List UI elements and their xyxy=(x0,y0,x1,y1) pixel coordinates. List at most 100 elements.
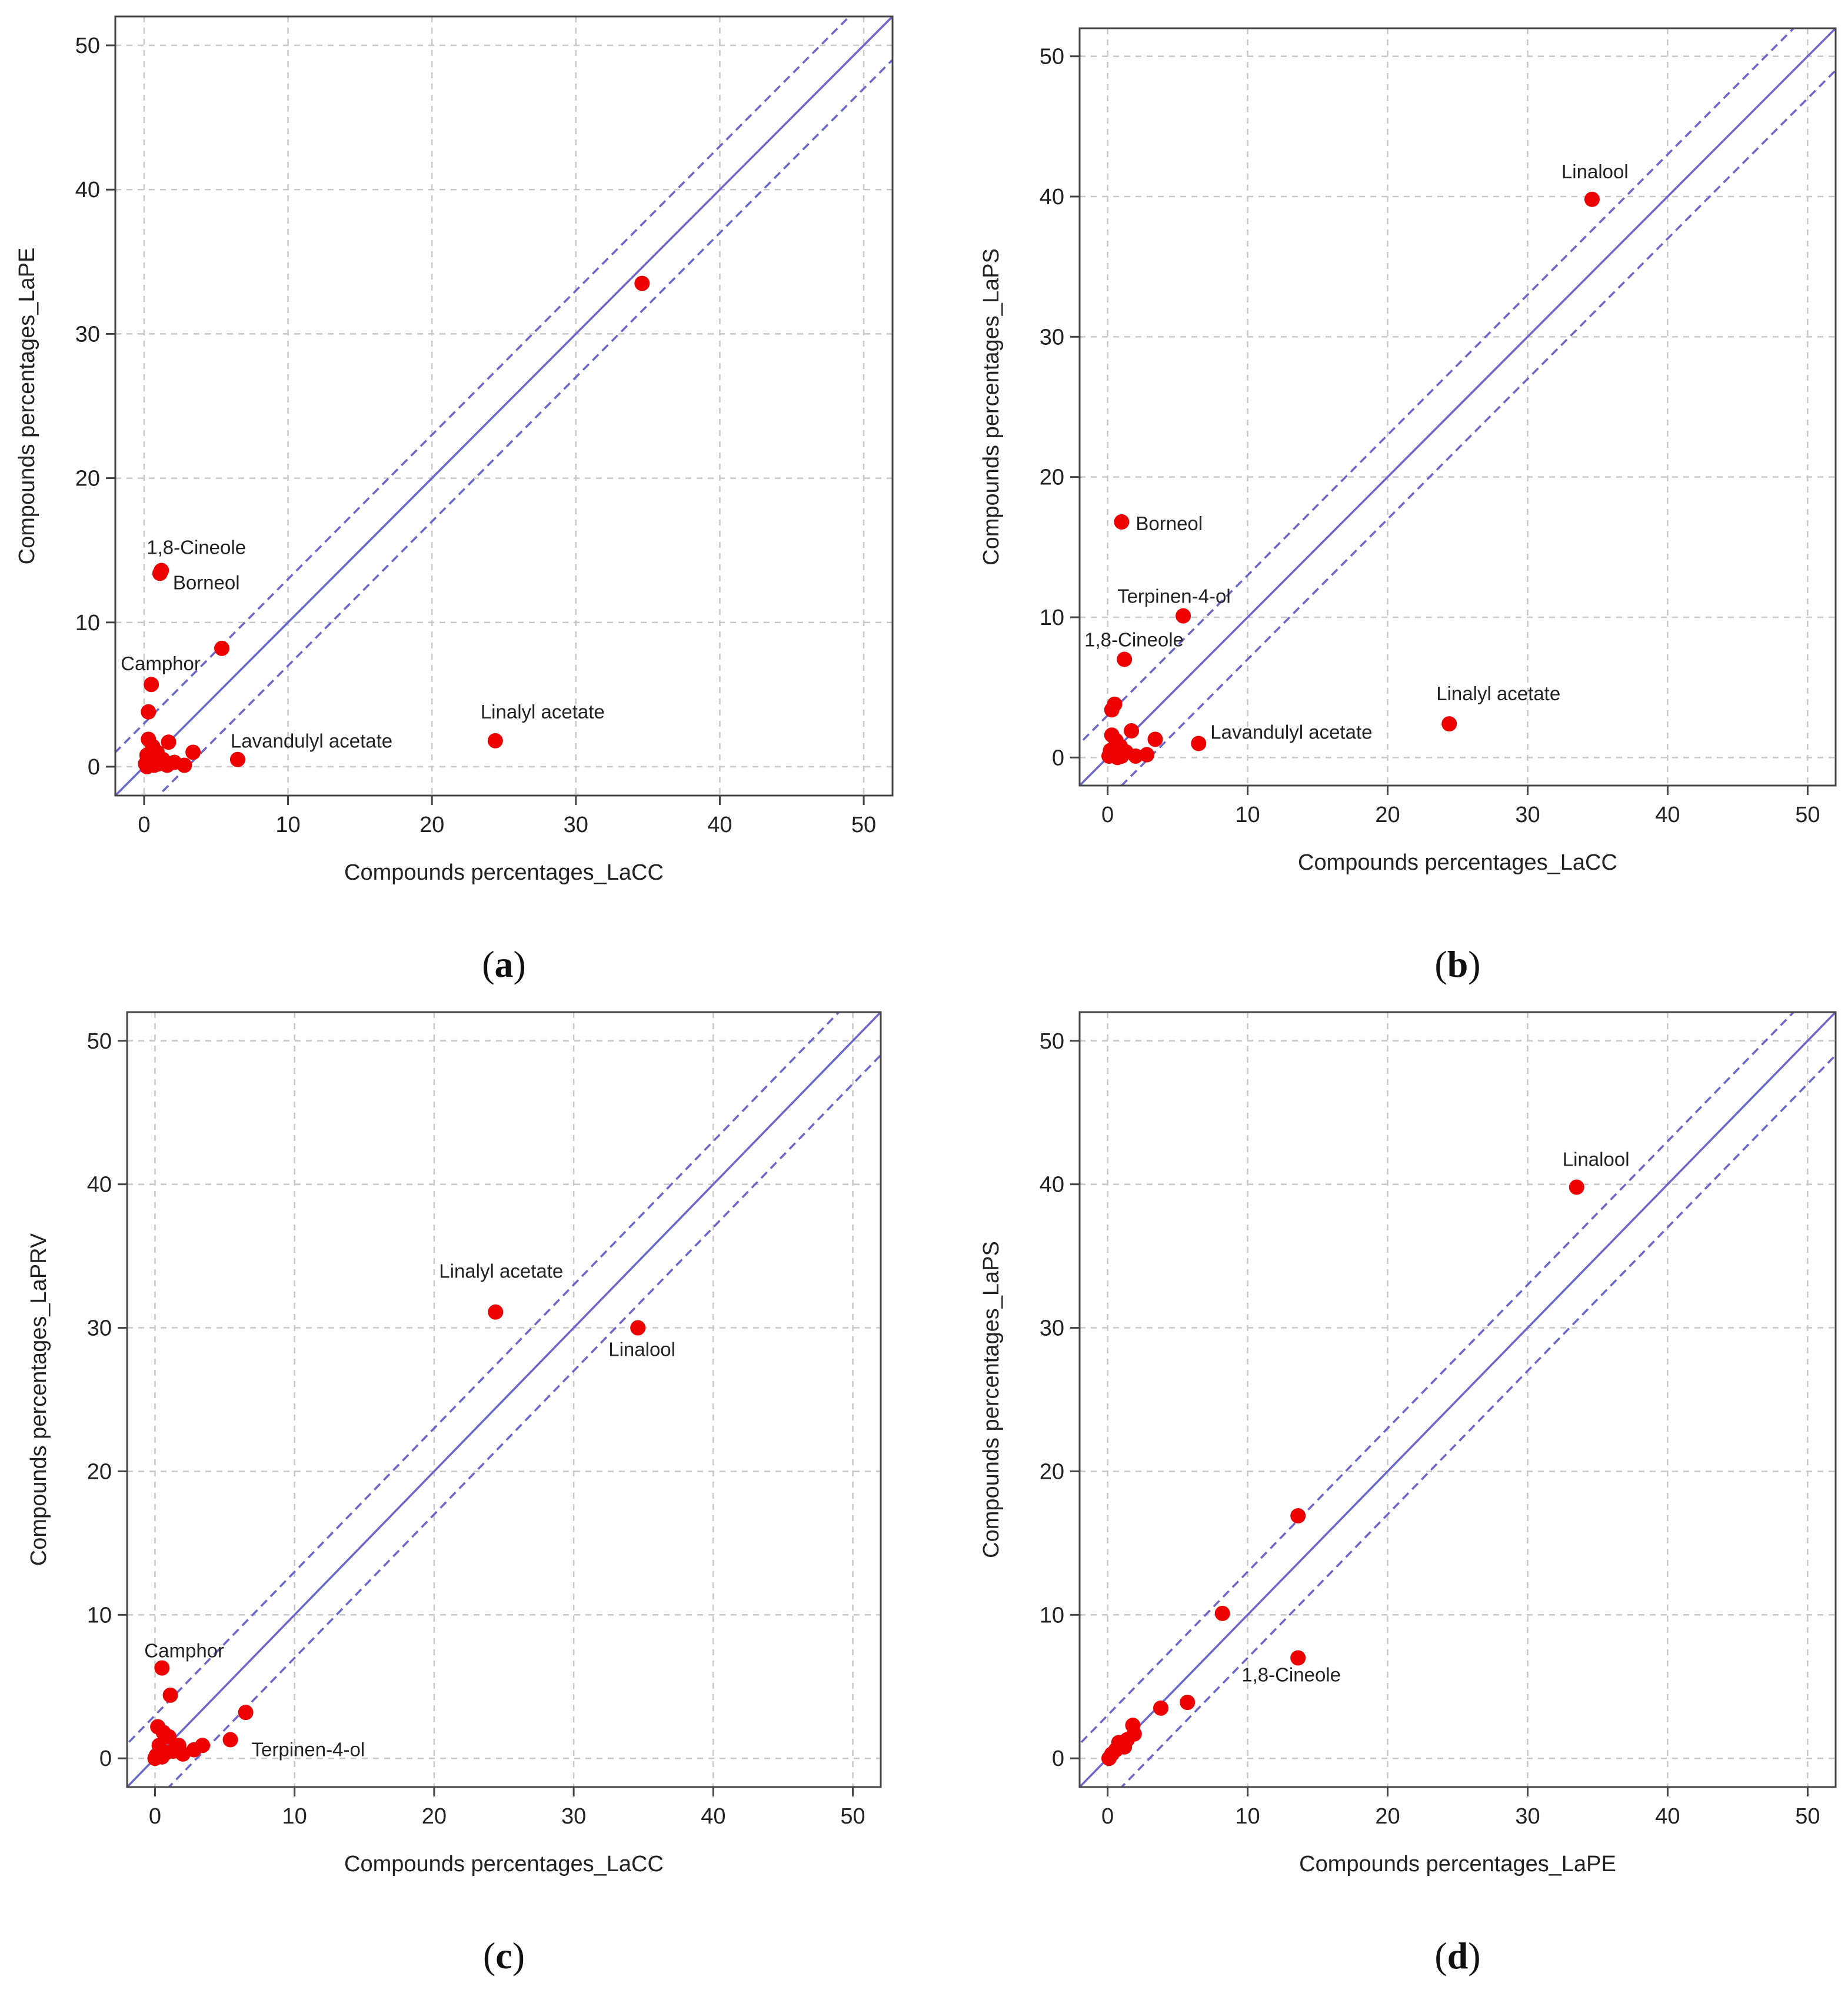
data-point xyxy=(1441,716,1457,732)
point-label: Camphor xyxy=(121,653,201,674)
data-point xyxy=(1584,191,1600,207)
y-axis-label: Compounds percentages_LaPS xyxy=(979,248,1004,565)
lower-band-line xyxy=(1120,69,1836,786)
data-point xyxy=(1128,748,1144,764)
reference-lines xyxy=(127,1012,881,1787)
data-point xyxy=(1104,702,1120,718)
lower-band-line xyxy=(1120,1053,1836,1787)
plot-frame xyxy=(1078,27,1837,787)
y-tick-label: 50 xyxy=(87,1029,112,1054)
lower-band-line xyxy=(167,1053,881,1787)
point-label: 1,8-Cineole xyxy=(146,537,246,558)
x-tick-label: 50 xyxy=(1795,1804,1820,1829)
data-point xyxy=(1290,1508,1306,1524)
x-tick-label: 0 xyxy=(138,813,150,837)
x-tick-label: 0 xyxy=(1101,803,1114,827)
data-point xyxy=(159,757,175,773)
x-tick-label: 40 xyxy=(707,813,732,837)
x-tick-label: 20 xyxy=(419,813,444,837)
data-point xyxy=(185,744,201,760)
upper-band-line xyxy=(1080,28,1796,745)
data-point xyxy=(1117,1739,1133,1755)
x-axis-label: Compounds percentages_LaCC xyxy=(344,860,664,885)
y-axis-label: Compounds percentages_LaPRV xyxy=(26,1233,51,1566)
point-label: Camphor xyxy=(144,1640,224,1662)
identity-line xyxy=(115,16,893,796)
y-tick-label: 50 xyxy=(75,34,100,58)
y-tick-label: 30 xyxy=(1040,325,1064,350)
y-tick-label: 30 xyxy=(75,322,100,347)
data-point xyxy=(1139,747,1155,763)
panel-label: (d) xyxy=(1434,1935,1480,1977)
y-axis-label: Compounds percentages_LaPS xyxy=(979,1241,1004,1558)
data-point xyxy=(1191,736,1207,751)
data-point xyxy=(1117,651,1133,667)
y-tick-label: 0 xyxy=(1052,746,1064,770)
data-point xyxy=(634,275,650,291)
x-tick-label: 40 xyxy=(1655,1804,1680,1829)
point-label: Terpinen-4-ol xyxy=(1117,585,1231,607)
upper-band-line xyxy=(127,1012,841,1746)
y-tick-label: 10 xyxy=(87,1603,112,1628)
data-point xyxy=(144,677,159,693)
data-point xyxy=(1110,750,1126,766)
y-tick-label: 20 xyxy=(87,1459,112,1484)
point-label: Borneol xyxy=(1136,513,1203,534)
point-label: Linalyl acetate xyxy=(481,701,605,723)
y-tick-label: 40 xyxy=(75,178,100,202)
panel-label: (a) xyxy=(482,943,526,985)
data-point xyxy=(144,750,159,766)
x-tick-label: 0 xyxy=(149,1804,161,1829)
x-tick-label: 20 xyxy=(422,1804,447,1829)
point-label: Linalyl acetate xyxy=(439,1260,563,1282)
data-point xyxy=(229,751,245,767)
y-tick-label: 30 xyxy=(1040,1316,1064,1341)
y-tick-label: 50 xyxy=(1040,1029,1064,1054)
x-tick-label: 30 xyxy=(561,1804,586,1829)
point-label: Borneol xyxy=(173,571,240,593)
data-point xyxy=(630,1320,646,1336)
x-tick-label: 30 xyxy=(564,813,588,837)
x-tick-label: 40 xyxy=(1655,803,1680,827)
identity-line xyxy=(127,1012,881,1787)
y-axis-label: Compounds percentages_LaPE xyxy=(15,248,39,565)
y-tick-label: 50 xyxy=(1040,45,1064,69)
x-tick-label: 30 xyxy=(1515,803,1540,827)
chart-panel-c: 0 10 20 30 40 50 0 10 20 30 40 50 Compounds percenta… xyxy=(26,1011,882,1977)
point-label: Terpinen-4-ol xyxy=(252,1739,365,1761)
data-point xyxy=(488,1304,504,1320)
panel-label: (c) xyxy=(483,1935,525,1977)
data-point xyxy=(147,1751,163,1766)
x-tick-label: 0 xyxy=(1101,1804,1114,1829)
y-tick-label: 0 xyxy=(88,755,100,780)
point-label: Lavandulyl acetate xyxy=(231,730,392,752)
x-tick-label: 10 xyxy=(1235,1804,1260,1829)
data-point xyxy=(1114,514,1130,530)
point-label: Linalool xyxy=(1561,161,1629,182)
x-tick-label: 50 xyxy=(851,813,876,837)
reference-lines xyxy=(1080,1012,1836,1787)
data-point xyxy=(141,704,157,720)
data-point xyxy=(161,734,177,750)
point-label: 1,8-Cineole xyxy=(1084,629,1184,651)
chart-panel-b: 0 10 20 30 40 50 0 10 20 30 40 50 Compounds percenta… xyxy=(979,27,1837,985)
y-tick-label: 20 xyxy=(1040,1459,1064,1484)
data-point xyxy=(152,565,168,581)
data-point xyxy=(162,1687,178,1703)
point-label: Linalool xyxy=(1563,1149,1630,1170)
plot-frame xyxy=(1078,1011,1837,1788)
x-tick-label: 10 xyxy=(282,1804,307,1829)
point-label: 1,8-Cineole xyxy=(1241,1664,1341,1686)
data-point xyxy=(238,1705,254,1721)
x-tick-label: 20 xyxy=(1375,803,1400,827)
y-tick-label: 40 xyxy=(87,1173,112,1197)
x-tick-label: 50 xyxy=(840,1804,865,1829)
identity-line xyxy=(1080,28,1836,786)
data-point xyxy=(1147,731,1163,747)
data-point xyxy=(154,1660,170,1676)
lower-band-line xyxy=(157,58,893,796)
data-point xyxy=(175,1746,191,1762)
data-point xyxy=(1153,1700,1169,1716)
